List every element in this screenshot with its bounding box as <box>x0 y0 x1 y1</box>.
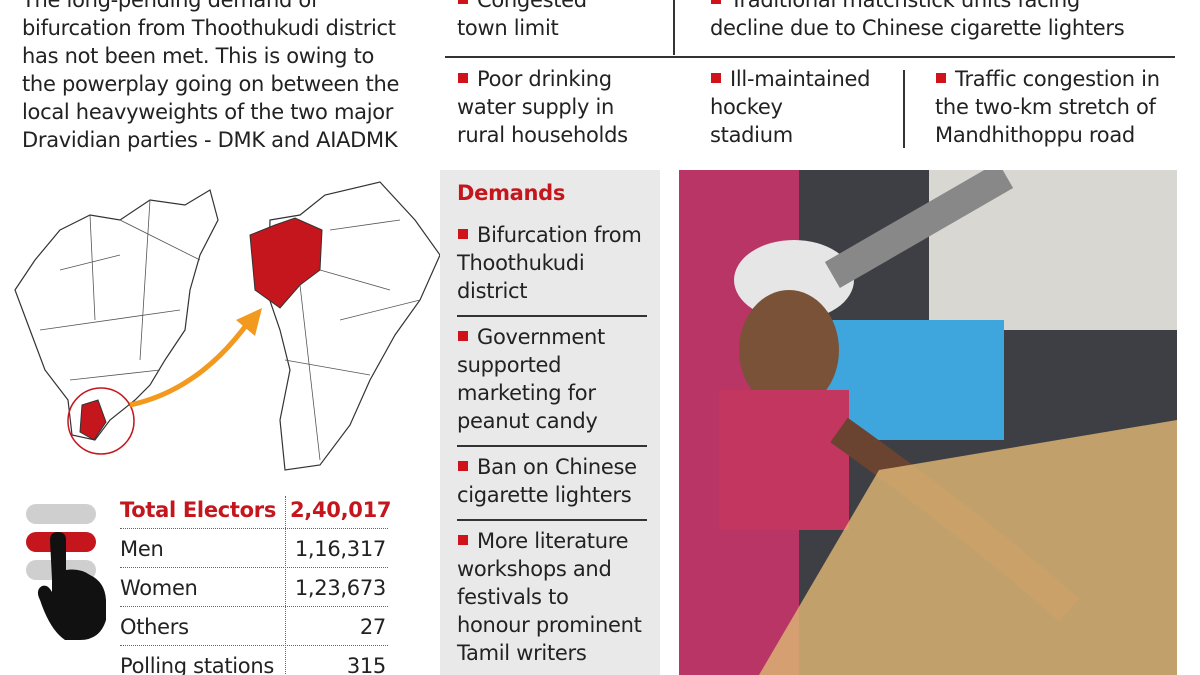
elector-value: 315 <box>346 654 386 675</box>
issue-line: decline due to Chinese cigarette lighter… <box>710 16 1125 40</box>
demand-line: workshops and <box>457 557 612 581</box>
elector-value: 27 <box>359 615 386 639</box>
separator <box>457 315 647 317</box>
bullet <box>711 73 721 83</box>
issue-line: hockey <box>710 95 783 119</box>
demands-box <box>440 170 660 675</box>
intro-line: the powerplay going on between the <box>22 72 400 96</box>
issue-line: Traffic congestion in <box>955 67 1160 91</box>
issue-line: Ill-maintained <box>730 67 871 91</box>
bullet <box>711 0 721 4</box>
demand-line: Government <box>477 325 605 349</box>
hand-icon <box>26 504 106 640</box>
demands-title: Demands <box>457 181 566 205</box>
demand-line: peanut candy <box>457 409 598 433</box>
state-outline <box>14 189 219 441</box>
elector-value: 2,40,017 <box>290 498 392 522</box>
issue-line: stadium <box>710 123 793 147</box>
demand-line: supported <box>457 353 562 377</box>
demand-line: Thoothukudi <box>457 251 585 275</box>
intro-line: Dravidian parties - DMK and AIADMK <box>22 128 398 152</box>
elector-label: Women <box>120 576 198 600</box>
demand-line: Ban on Chinese <box>477 455 637 479</box>
row-divider <box>120 606 388 607</box>
intro-line: local heavyweights of the two major <box>22 100 394 124</box>
intro-line: bifurcation from Thoothukudi district <box>22 16 396 40</box>
bullet <box>458 535 468 545</box>
intro-line: has not been met. This is owing to <box>22 44 375 68</box>
demand-line: Bifurcation from <box>477 223 642 247</box>
map <box>14 181 440 471</box>
photo <box>679 170 1177 675</box>
col-divider <box>285 496 286 675</box>
elector-label: Men <box>120 537 164 561</box>
bullet <box>936 73 946 83</box>
demand-line: festivals to <box>457 585 569 609</box>
issue-line: Congested <box>477 0 587 12</box>
elector-value: 1,23,673 <box>294 576 386 600</box>
district-mini <box>79 399 107 441</box>
row-divider <box>120 567 388 568</box>
issue-line: Mandhithoppu road <box>935 123 1135 147</box>
separator <box>457 519 647 521</box>
bullet <box>458 461 468 471</box>
demand-line: honour prominent <box>457 613 642 637</box>
elector-label: Polling stations <box>120 654 274 675</box>
demand-line: Tamil writers <box>457 641 587 665</box>
demand-line: cigarette lighters <box>457 483 632 507</box>
demand-line: More literature <box>477 529 629 553</box>
bullet <box>458 73 468 83</box>
elector-value: 1,16,317 <box>294 537 386 561</box>
bullet <box>458 0 468 4</box>
bullet <box>458 229 468 239</box>
demand-line: district <box>457 279 528 303</box>
bullet <box>458 331 468 341</box>
elector-label: Others <box>120 615 189 639</box>
issue-line: Traditional matchstick units facing <box>730 0 1080 12</box>
issue-line: Poor drinking <box>477 67 612 91</box>
issue-line: the two-km stretch of <box>935 95 1156 119</box>
intro-line: The long-pending demand of <box>22 0 319 12</box>
elector-label: Total Electors <box>120 498 277 522</box>
issue-line: rural households <box>457 123 628 147</box>
row-divider <box>120 528 388 529</box>
issue-line: town limit <box>457 16 559 40</box>
row-divider <box>120 645 388 646</box>
demand-line: marketing for <box>457 381 596 405</box>
issue-line: water supply in <box>457 95 614 119</box>
separator <box>457 445 647 447</box>
